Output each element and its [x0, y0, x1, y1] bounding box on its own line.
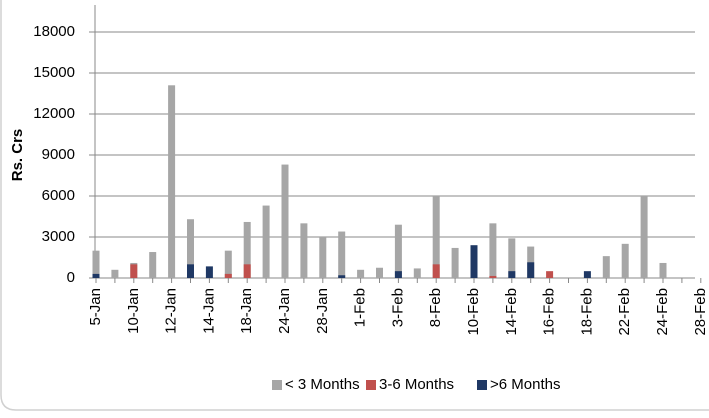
- legend-label: 3-6 Months: [379, 376, 454, 393]
- y-tick-label: 6000: [42, 187, 75, 204]
- bar: [300, 223, 308, 278]
- y-axis-title: Rs. Crs: [9, 129, 26, 182]
- x-tick-label: 3-Feb: [389, 288, 406, 327]
- bar: [432, 196, 440, 278]
- x-tick-label: 10-Jan: [125, 288, 142, 334]
- bar: [187, 219, 194, 278]
- legend-swatch: [477, 380, 487, 390]
- y-tick-label: 3000: [42, 228, 75, 245]
- x-tick-label: 18-Feb: [578, 288, 595, 336]
- bar: [338, 231, 346, 278]
- bar: [224, 273, 232, 278]
- bar: [338, 275, 346, 278]
- bar: [489, 275, 497, 278]
- x-tick-label: 14-Jan: [200, 288, 217, 334]
- legend-swatch: [272, 380, 282, 390]
- bar: [187, 264, 194, 278]
- bar: [508, 271, 516, 278]
- bar: [224, 250, 232, 278]
- x-tick-label: 24-Feb: [654, 288, 671, 336]
- bar: [413, 268, 421, 278]
- bar: [621, 243, 629, 278]
- bar: [394, 271, 402, 278]
- legend-label: >6 Months: [490, 376, 560, 393]
- bar: [527, 262, 535, 278]
- bar: [376, 267, 383, 278]
- bar: [394, 224, 402, 278]
- bar: [92, 250, 100, 278]
- x-tick-label: 28-Feb: [692, 288, 709, 336]
- x-tick-label: 1-Feb: [352, 288, 369, 327]
- x-tick-label: 28-Jan: [314, 288, 331, 334]
- x-tick-label: 22-Feb: [616, 288, 633, 336]
- x-tick-label: 14-Feb: [503, 288, 520, 336]
- bar: [111, 269, 119, 278]
- legend-swatch: [366, 380, 376, 390]
- bar: [489, 223, 497, 278]
- x-tick-label: 8-Feb: [427, 288, 444, 327]
- y-tick-label: 15000: [33, 64, 75, 81]
- y-tick-label: 12000: [33, 105, 75, 122]
- bar: [432, 264, 440, 278]
- bar: [130, 264, 138, 278]
- legend-label: < 3 Months: [285, 376, 360, 393]
- y-tick-label: 0: [67, 269, 75, 286]
- bar: [205, 266, 213, 278]
- bar: [92, 273, 100, 278]
- bar: [243, 264, 251, 278]
- x-tick-label: 12-Jan: [163, 288, 180, 334]
- bar: [243, 221, 251, 278]
- x-tick-label: 18-Jan: [238, 288, 255, 334]
- y-tick-label: 18000: [33, 23, 75, 40]
- x-tick-label: 5-Jan: [87, 288, 104, 326]
- x-tick-label: 24-Jan: [276, 288, 293, 334]
- bar: [508, 238, 516, 278]
- bar: [470, 245, 478, 278]
- x-tick-label: 10-Feb: [465, 288, 482, 336]
- bar: [319, 237, 327, 278]
- bar: [451, 247, 459, 278]
- x-tick-label: 16-Feb: [541, 288, 558, 336]
- bar: [281, 164, 289, 278]
- y-tick-label: 9000: [42, 146, 75, 163]
- bar: [168, 85, 176, 278]
- bar: [659, 262, 667, 278]
- bar: [149, 252, 157, 278]
- bar: [583, 271, 591, 278]
- bar: [602, 256, 610, 278]
- bar: [262, 205, 270, 278]
- bar: [357, 269, 365, 278]
- bar: [640, 196, 648, 278]
- bar: [546, 271, 554, 278]
